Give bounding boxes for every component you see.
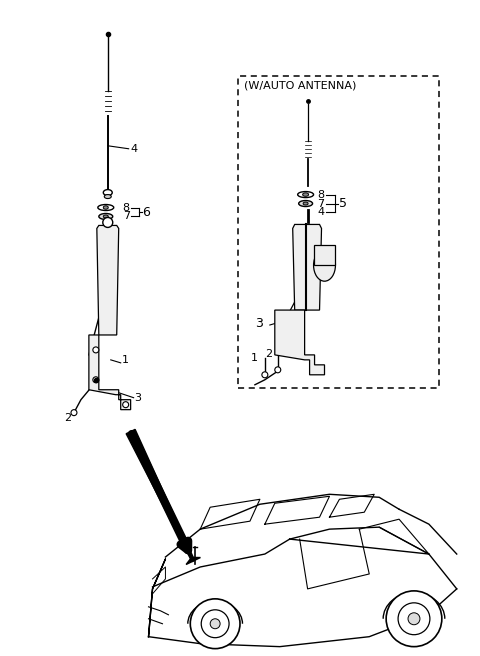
Text: 8: 8 — [123, 203, 130, 213]
Ellipse shape — [303, 202, 308, 205]
Polygon shape — [97, 226, 119, 335]
Polygon shape — [293, 224, 322, 310]
Circle shape — [123, 401, 129, 407]
Polygon shape — [275, 310, 324, 375]
Circle shape — [275, 367, 281, 373]
Ellipse shape — [103, 206, 108, 209]
Polygon shape — [126, 430, 194, 562]
Ellipse shape — [299, 201, 312, 207]
Text: 6: 6 — [143, 206, 150, 219]
Circle shape — [93, 347, 99, 353]
Text: 3: 3 — [255, 317, 263, 329]
Text: 4: 4 — [318, 207, 324, 218]
Ellipse shape — [302, 193, 309, 196]
Circle shape — [103, 218, 113, 228]
Text: 1: 1 — [122, 355, 129, 365]
Text: 7: 7 — [123, 211, 130, 222]
Text: 8: 8 — [318, 190, 324, 199]
Text: 3: 3 — [134, 393, 142, 403]
Ellipse shape — [99, 213, 113, 220]
Circle shape — [386, 591, 442, 647]
Circle shape — [262, 372, 268, 378]
Ellipse shape — [298, 192, 313, 197]
Bar — [313, 245, 336, 265]
Circle shape — [210, 619, 220, 628]
Ellipse shape — [103, 215, 108, 218]
Ellipse shape — [104, 195, 111, 199]
Text: 2: 2 — [264, 349, 272, 359]
Polygon shape — [186, 558, 201, 564]
Circle shape — [71, 409, 77, 416]
Text: 1: 1 — [251, 353, 258, 363]
FancyBboxPatch shape — [238, 76, 439, 388]
Text: (W/AUTO ANTENNA): (W/AUTO ANTENNA) — [244, 80, 356, 90]
Text: 2: 2 — [64, 413, 71, 422]
Circle shape — [93, 377, 99, 382]
Circle shape — [398, 603, 430, 635]
Text: 7: 7 — [318, 199, 324, 209]
Ellipse shape — [98, 205, 114, 211]
Text: 4: 4 — [131, 144, 138, 154]
Circle shape — [408, 613, 420, 625]
Ellipse shape — [103, 190, 112, 195]
Ellipse shape — [313, 249, 336, 281]
Circle shape — [201, 610, 229, 638]
Circle shape — [190, 599, 240, 649]
Polygon shape — [89, 335, 131, 409]
Text: 5: 5 — [339, 197, 348, 210]
